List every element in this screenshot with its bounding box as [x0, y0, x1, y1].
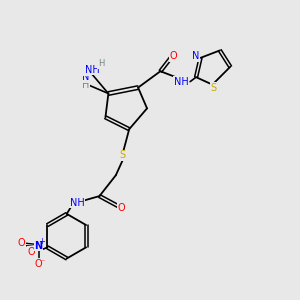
Text: H: H [82, 80, 90, 90]
Text: ⁻: ⁻ [41, 258, 45, 267]
Text: NH: NH [85, 65, 99, 75]
Text: O: O [27, 247, 35, 257]
Text: S: S [120, 150, 126, 160]
Text: +: + [38, 237, 45, 246]
Text: N: N [82, 72, 90, 82]
Text: O: O [35, 259, 42, 269]
Text: O: O [18, 238, 26, 248]
Text: NH: NH [174, 76, 189, 87]
Text: NH: NH [70, 198, 85, 208]
Text: O: O [118, 203, 126, 213]
Text: O: O [170, 51, 178, 62]
Text: S: S [211, 82, 217, 93]
Text: H: H [83, 67, 89, 76]
Text: N: N [34, 241, 43, 251]
Text: N: N [192, 51, 200, 62]
Text: H: H [98, 59, 104, 68]
